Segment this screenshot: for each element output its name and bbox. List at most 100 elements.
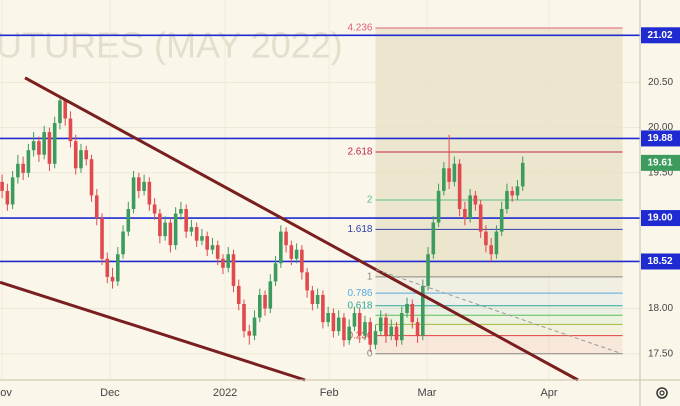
gear[interactable] xyxy=(656,387,668,399)
x-tick-label: Mar xyxy=(418,387,437,399)
fib-band xyxy=(375,335,623,354)
trendline xyxy=(375,269,623,355)
candle-body xyxy=(363,322,367,336)
gear-hub[interactable] xyxy=(659,390,665,396)
candle-body xyxy=(152,204,157,214)
x-tick-label: Apr xyxy=(540,387,557,399)
price-box xyxy=(641,210,680,227)
candle-body xyxy=(47,132,52,164)
trendline xyxy=(0,280,306,382)
price-box-label: 19.88 xyxy=(647,133,672,144)
candle-body xyxy=(442,168,446,191)
candle-body xyxy=(231,254,236,286)
candle-body xyxy=(26,150,31,173)
candle-body xyxy=(415,322,420,336)
candle-body xyxy=(184,209,188,232)
candle-body xyxy=(247,331,252,336)
candle-body xyxy=(305,272,309,291)
candle-body xyxy=(121,231,125,255)
x-tick-label: Dec xyxy=(100,387,120,399)
candle-body xyxy=(16,163,20,178)
price-box-label: 21.02 xyxy=(647,30,672,41)
candle-body xyxy=(368,322,373,345)
candle-body xyxy=(268,281,273,309)
candle-body xyxy=(42,132,46,155)
candle-body xyxy=(173,213,178,246)
candle-body xyxy=(289,245,294,259)
watermark: UTURES (MAY 2022) xyxy=(0,25,343,66)
candle-body xyxy=(84,150,89,160)
trendline xyxy=(24,76,579,382)
candle-body xyxy=(73,141,78,169)
candle-body xyxy=(21,163,25,173)
candle-body xyxy=(79,150,83,169)
candle-body xyxy=(257,294,262,318)
fib-label: 1 xyxy=(367,271,373,282)
candle-body xyxy=(263,294,267,309)
candle-body xyxy=(242,304,246,332)
candle-body xyxy=(0,181,4,191)
price-box-label: 19.00 xyxy=(647,213,672,224)
candle-body xyxy=(52,123,57,164)
candle-body xyxy=(389,326,394,336)
candle-body xyxy=(468,195,472,219)
candle-body xyxy=(399,313,404,341)
candle-body xyxy=(378,317,383,332)
candle-body xyxy=(63,100,68,119)
candle-body xyxy=(457,163,462,209)
candle-body xyxy=(431,222,436,255)
candle-body xyxy=(252,317,257,336)
candle-body xyxy=(510,190,515,196)
candle-body xyxy=(284,231,288,246)
price-box xyxy=(641,154,680,171)
fib-band xyxy=(375,305,623,316)
candle-body xyxy=(336,317,341,332)
price-box xyxy=(641,253,680,270)
candle-body xyxy=(37,141,41,155)
fib-label: 0.786 xyxy=(347,288,372,299)
candle-body xyxy=(478,204,483,232)
candle-body xyxy=(499,209,504,232)
candle-body xyxy=(94,195,99,219)
candle-body xyxy=(452,163,457,182)
candle-body xyxy=(226,254,231,268)
candle-body xyxy=(194,227,199,241)
candle-body xyxy=(158,213,162,237)
price-box-label: 19.61 xyxy=(647,157,672,168)
candle-body xyxy=(279,231,283,264)
candle-body xyxy=(315,294,320,304)
candle-body xyxy=(100,218,104,259)
candle-body xyxy=(131,177,136,209)
candle-body xyxy=(105,258,110,277)
candle-body xyxy=(58,100,62,124)
price-box xyxy=(641,27,680,44)
candle-body xyxy=(447,168,451,182)
candle-body xyxy=(463,209,467,219)
plot-area: UTURES (MAY 2022) 4.2362.61821.61810.7860… xyxy=(0,0,640,382)
x-tick-label: Feb xyxy=(320,387,339,399)
fib-band xyxy=(375,324,623,336)
fib-band xyxy=(375,276,623,294)
y-tick-label: 18.00 xyxy=(648,303,673,314)
candle-body xyxy=(436,190,441,223)
candle-body xyxy=(210,245,215,250)
y-tick-label: 17.50 xyxy=(648,348,673,359)
candle-body xyxy=(115,254,120,282)
candle-body xyxy=(163,222,167,237)
candle-body xyxy=(484,231,488,246)
candle-body xyxy=(110,276,115,282)
candle-body xyxy=(189,227,194,232)
candle-body xyxy=(426,254,430,286)
candle-body xyxy=(294,249,299,259)
candle-body xyxy=(205,236,209,250)
settings-icon[interactable] xyxy=(656,387,668,399)
candle-body xyxy=(126,209,131,232)
candle-body xyxy=(5,190,10,205)
candle-body xyxy=(89,159,94,196)
y-tick-label: 20.50 xyxy=(648,77,673,88)
candle-body xyxy=(300,249,304,273)
fib-band xyxy=(375,315,623,325)
candle-body xyxy=(310,290,315,304)
candle-body xyxy=(489,245,493,255)
